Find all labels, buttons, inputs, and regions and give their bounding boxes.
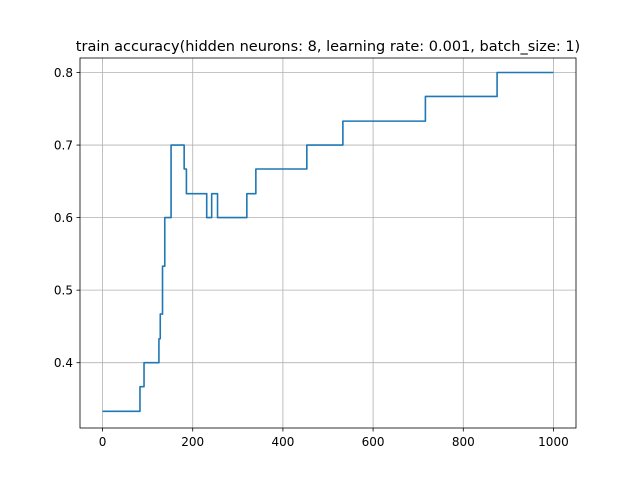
y-tick-label: 0.7 [54,139,73,153]
y-tick-label: 0.8 [54,66,73,80]
y-tick-label: 0.4 [54,356,73,370]
x-tick-label: 400 [271,435,294,449]
x-tick-label: 200 [181,435,204,449]
x-tick-label: 1000 [538,435,569,449]
plot-frame [79,57,577,429]
y-tick-label: 0.5 [54,284,73,298]
y-tick-label: 0.6 [54,211,73,225]
x-tick-label: 0 [99,435,107,449]
x-tick-label: 600 [362,435,385,449]
chart-title: train accuracy(hidden neurons: 8, learni… [76,39,580,55]
series-line-0 [102,71,554,413]
x-tick-label: 800 [452,435,475,449]
tick-layer: 0 200 400 600 800 1000 0.4 0.5 0.6 0.7 0.8 [54,66,569,449]
series-layer [102,71,554,413]
